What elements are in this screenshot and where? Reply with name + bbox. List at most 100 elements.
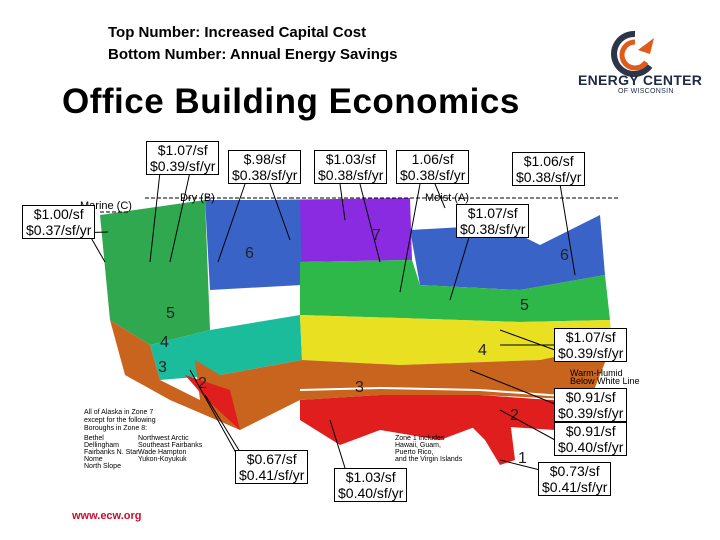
page-title: Office Building Economics — [62, 82, 520, 121]
leader-c1b — [169, 171, 191, 263]
leader-c11 — [189, 369, 241, 461]
callout-2-cost: $.98/sf — [243, 151, 286, 167]
callout-5-cost: $1.06/sf — [523, 153, 574, 169]
callout-12: $1.03/sf $0.40/sf/yr — [334, 468, 408, 502]
callout-11-savings: $0.41/sf/yr — [239, 467, 305, 483]
callout-4: 1.06/sf $0.38/sf/yr — [396, 150, 470, 184]
callout-leaders — [39, 171, 576, 471]
callout-3: $1.03/sf $0.38/sf/yr — [314, 150, 388, 184]
leader-c4b — [434, 183, 446, 209]
zone-number-3: 3 — [158, 359, 167, 376]
zone-6-blue — [205, 200, 302, 290]
leader-c1 — [149, 171, 161, 263]
callout-8: $1.07/sf $0.39/sf/yr — [554, 328, 628, 362]
alaska-col1-4: North Slope — [84, 463, 121, 470]
callout-6-savings: $0.37/sf/yr — [26, 222, 92, 238]
callout-9-savings: $0.39/sf/yr — [558, 405, 624, 421]
zone-number-1: 1 — [518, 450, 527, 467]
callout-7: $1.07/sf $0.38/sf/yr — [456, 204, 530, 238]
leader-c9 — [469, 369, 556, 405]
callout-10-savings: $0.40/sf/yr — [558, 439, 624, 455]
callout-13-cost: $0.73/sf — [549, 463, 600, 479]
callout-12-savings: $0.40/sf/yr — [338, 485, 404, 501]
warm-humid-label-2: Below White Line — [570, 376, 640, 386]
zone1-line-0: Zone 1 includes — [395, 435, 445, 442]
callout-8-cost: $1.07/sf — [565, 329, 616, 345]
leader-c13 — [499, 459, 541, 471]
zone-5-teal — [150, 315, 302, 380]
callout-3-cost: $1.03/sf — [325, 151, 376, 167]
zone-north-purple — [265, 198, 412, 262]
legend-bottom: Bottom Number: Annual Energy Savings — [108, 46, 398, 63]
callout-13-savings: $0.41/sf/yr — [542, 479, 608, 495]
zone1-line-3: and the Virgin Islands — [395, 456, 463, 463]
callout-2-savings: $0.38/sf/yr — [232, 167, 298, 183]
logo-subtitle: OF WISCONSIN — [618, 88, 674, 95]
callout-1-cost: $1.07/sf — [157, 142, 208, 158]
website-link[interactable]: www.ecw.org — [72, 510, 142, 522]
leader-c3 — [339, 183, 346, 221]
callout-5: $1.06/sf $0.38/sf/yr — [512, 152, 586, 186]
callout-11: $0.67/sf $0.41/sf/yr — [235, 450, 309, 484]
zone-number-4: 4 — [160, 334, 169, 351]
zone-number-3-south: 3 — [355, 379, 364, 396]
zone-number-5: 5 — [166, 305, 175, 322]
zone-number-7: 7 — [372, 227, 381, 244]
leader-c8b — [499, 329, 556, 351]
callout-3-savings: $0.38/sf/yr — [318, 167, 384, 183]
alaska-line-3: Boroughs in Zone 8: — [84, 425, 147, 432]
zone-5-green-band — [300, 260, 610, 322]
zone-number-6-east: 6 — [560, 247, 569, 264]
energy-center-logo-icon — [611, 30, 654, 77]
zone-4-yellow — [300, 315, 612, 365]
callout-4-cost: 1.06/sf — [411, 151, 454, 167]
leader-c2b — [269, 183, 291, 241]
zone1-line-2: Puerto Rico, — [395, 449, 434, 456]
legend-top: Top Number: Increased Capital Cost — [108, 24, 367, 41]
callout-7-savings: $0.38/sf/yr — [460, 221, 526, 237]
zone-number-2: 2 — [510, 407, 519, 424]
leader-c12 — [329, 419, 346, 469]
callout-9-cost: $0.91/sf — [565, 389, 616, 405]
zone-number-2-west: 2 — [198, 375, 207, 392]
zone-2-red-west — [185, 375, 240, 430]
callout-7-cost: $1.07/sf — [467, 205, 518, 221]
callout-6-cost: $1.00/sf — [33, 206, 84, 222]
alaska-col2-3: Yukon-Koyukuk — [138, 456, 187, 463]
zone-3-brown — [110, 320, 612, 430]
warm-humid-label-1: Warm-Humid — [570, 368, 623, 378]
logo-name: ENERGY CENTER — [578, 72, 703, 88]
moist-label: Moist (A) — [425, 192, 469, 204]
leader-c2 — [217, 183, 246, 263]
callout-5-savings: $0.38/sf/yr — [516, 169, 582, 185]
zone1-line-1: Hawaii, Guam, — [395, 442, 441, 449]
callout-11-cost: $0.67/sf — [246, 451, 297, 467]
alaska-note: All of Alaska in Zone 7 except for the f… — [84, 409, 203, 470]
alaska-line-1: All of Alaska in Zone 7 — [84, 409, 153, 416]
callout-10-cost: $0.91/sf — [565, 423, 616, 439]
warm-humid-line — [299, 386, 591, 399]
zone-number-4-east: 4 — [478, 342, 487, 359]
leader-c5 — [559, 183, 576, 276]
leader-c6b — [89, 235, 106, 263]
florida — [470, 420, 515, 465]
alaska-col2-0: Northwest Arctic — [138, 435, 189, 442]
zone1-note: Zone 1 includes Hawaii, Guam, Puerto Ric… — [395, 435, 463, 463]
callout-4-savings: $0.38/sf/yr — [400, 167, 466, 183]
leader-c4 — [399, 183, 421, 293]
zone-2-red — [300, 395, 580, 445]
leader-c11b — [204, 394, 246, 461]
callout-10: $0.91/sf $0.40/sf/yr — [554, 422, 628, 456]
callout-13: $0.73/sf $0.41/sf/yr — [538, 462, 612, 496]
callout-8-savings: $0.39/sf/yr — [558, 345, 624, 361]
leader-c7 — [449, 233, 471, 301]
callout-1-savings: $0.39/sf/yr — [150, 158, 216, 174]
us-map — [100, 198, 612, 465]
zone-number-6: 6 — [245, 245, 254, 262]
zone-numbers: 7 6 5 4 3 2 1 5 4 3 2 6 — [158, 227, 569, 467]
callout-12-cost: $1.03/sf — [345, 469, 396, 485]
alaska-col1-3: Nome — [84, 456, 103, 463]
zone-number-5-east: 5 — [520, 297, 529, 314]
alaska-line-2: except for the following — [84, 417, 156, 424]
